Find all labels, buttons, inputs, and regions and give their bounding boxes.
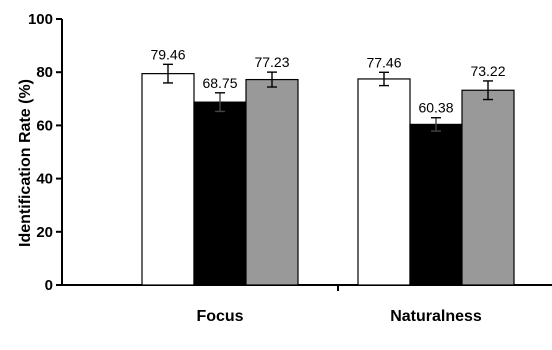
y-tick-label: 60 <box>36 117 53 134</box>
y-tick-label: 0 <box>45 277 53 294</box>
bar <box>409 123 463 286</box>
y-axis: 0 20 40 60 80 100 <box>28 11 63 294</box>
y-tick-label: 80 <box>36 64 53 81</box>
bar <box>245 78 299 286</box>
bar <box>461 89 515 286</box>
data-label: 73.22 <box>470 63 505 79</box>
data-label: 68.75 <box>202 75 237 91</box>
bar <box>141 73 195 286</box>
data-label: 79.46 <box>150 46 185 62</box>
bars <box>141 63 515 286</box>
x-axis: Focus Naturalness <box>62 284 552 325</box>
y-tick-label: 20 <box>36 224 53 241</box>
bar <box>357 78 411 286</box>
y-axis-label: Identification Rate (%) <box>17 79 34 247</box>
data-labels: 79.46 77.46 68.75 60.38 77.23 73.22 <box>150 46 505 115</box>
x-tick-label: Naturalness <box>390 308 482 325</box>
data-label: 77.46 <box>366 54 401 70</box>
x-tick-label: Focus <box>196 308 243 325</box>
bar <box>193 101 247 286</box>
y-tick-label: 40 <box>36 171 53 188</box>
y-tick-label: 100 <box>28 11 53 28</box>
data-label: 77.23 <box>254 54 289 70</box>
data-label: 60.38 <box>418 100 453 116</box>
